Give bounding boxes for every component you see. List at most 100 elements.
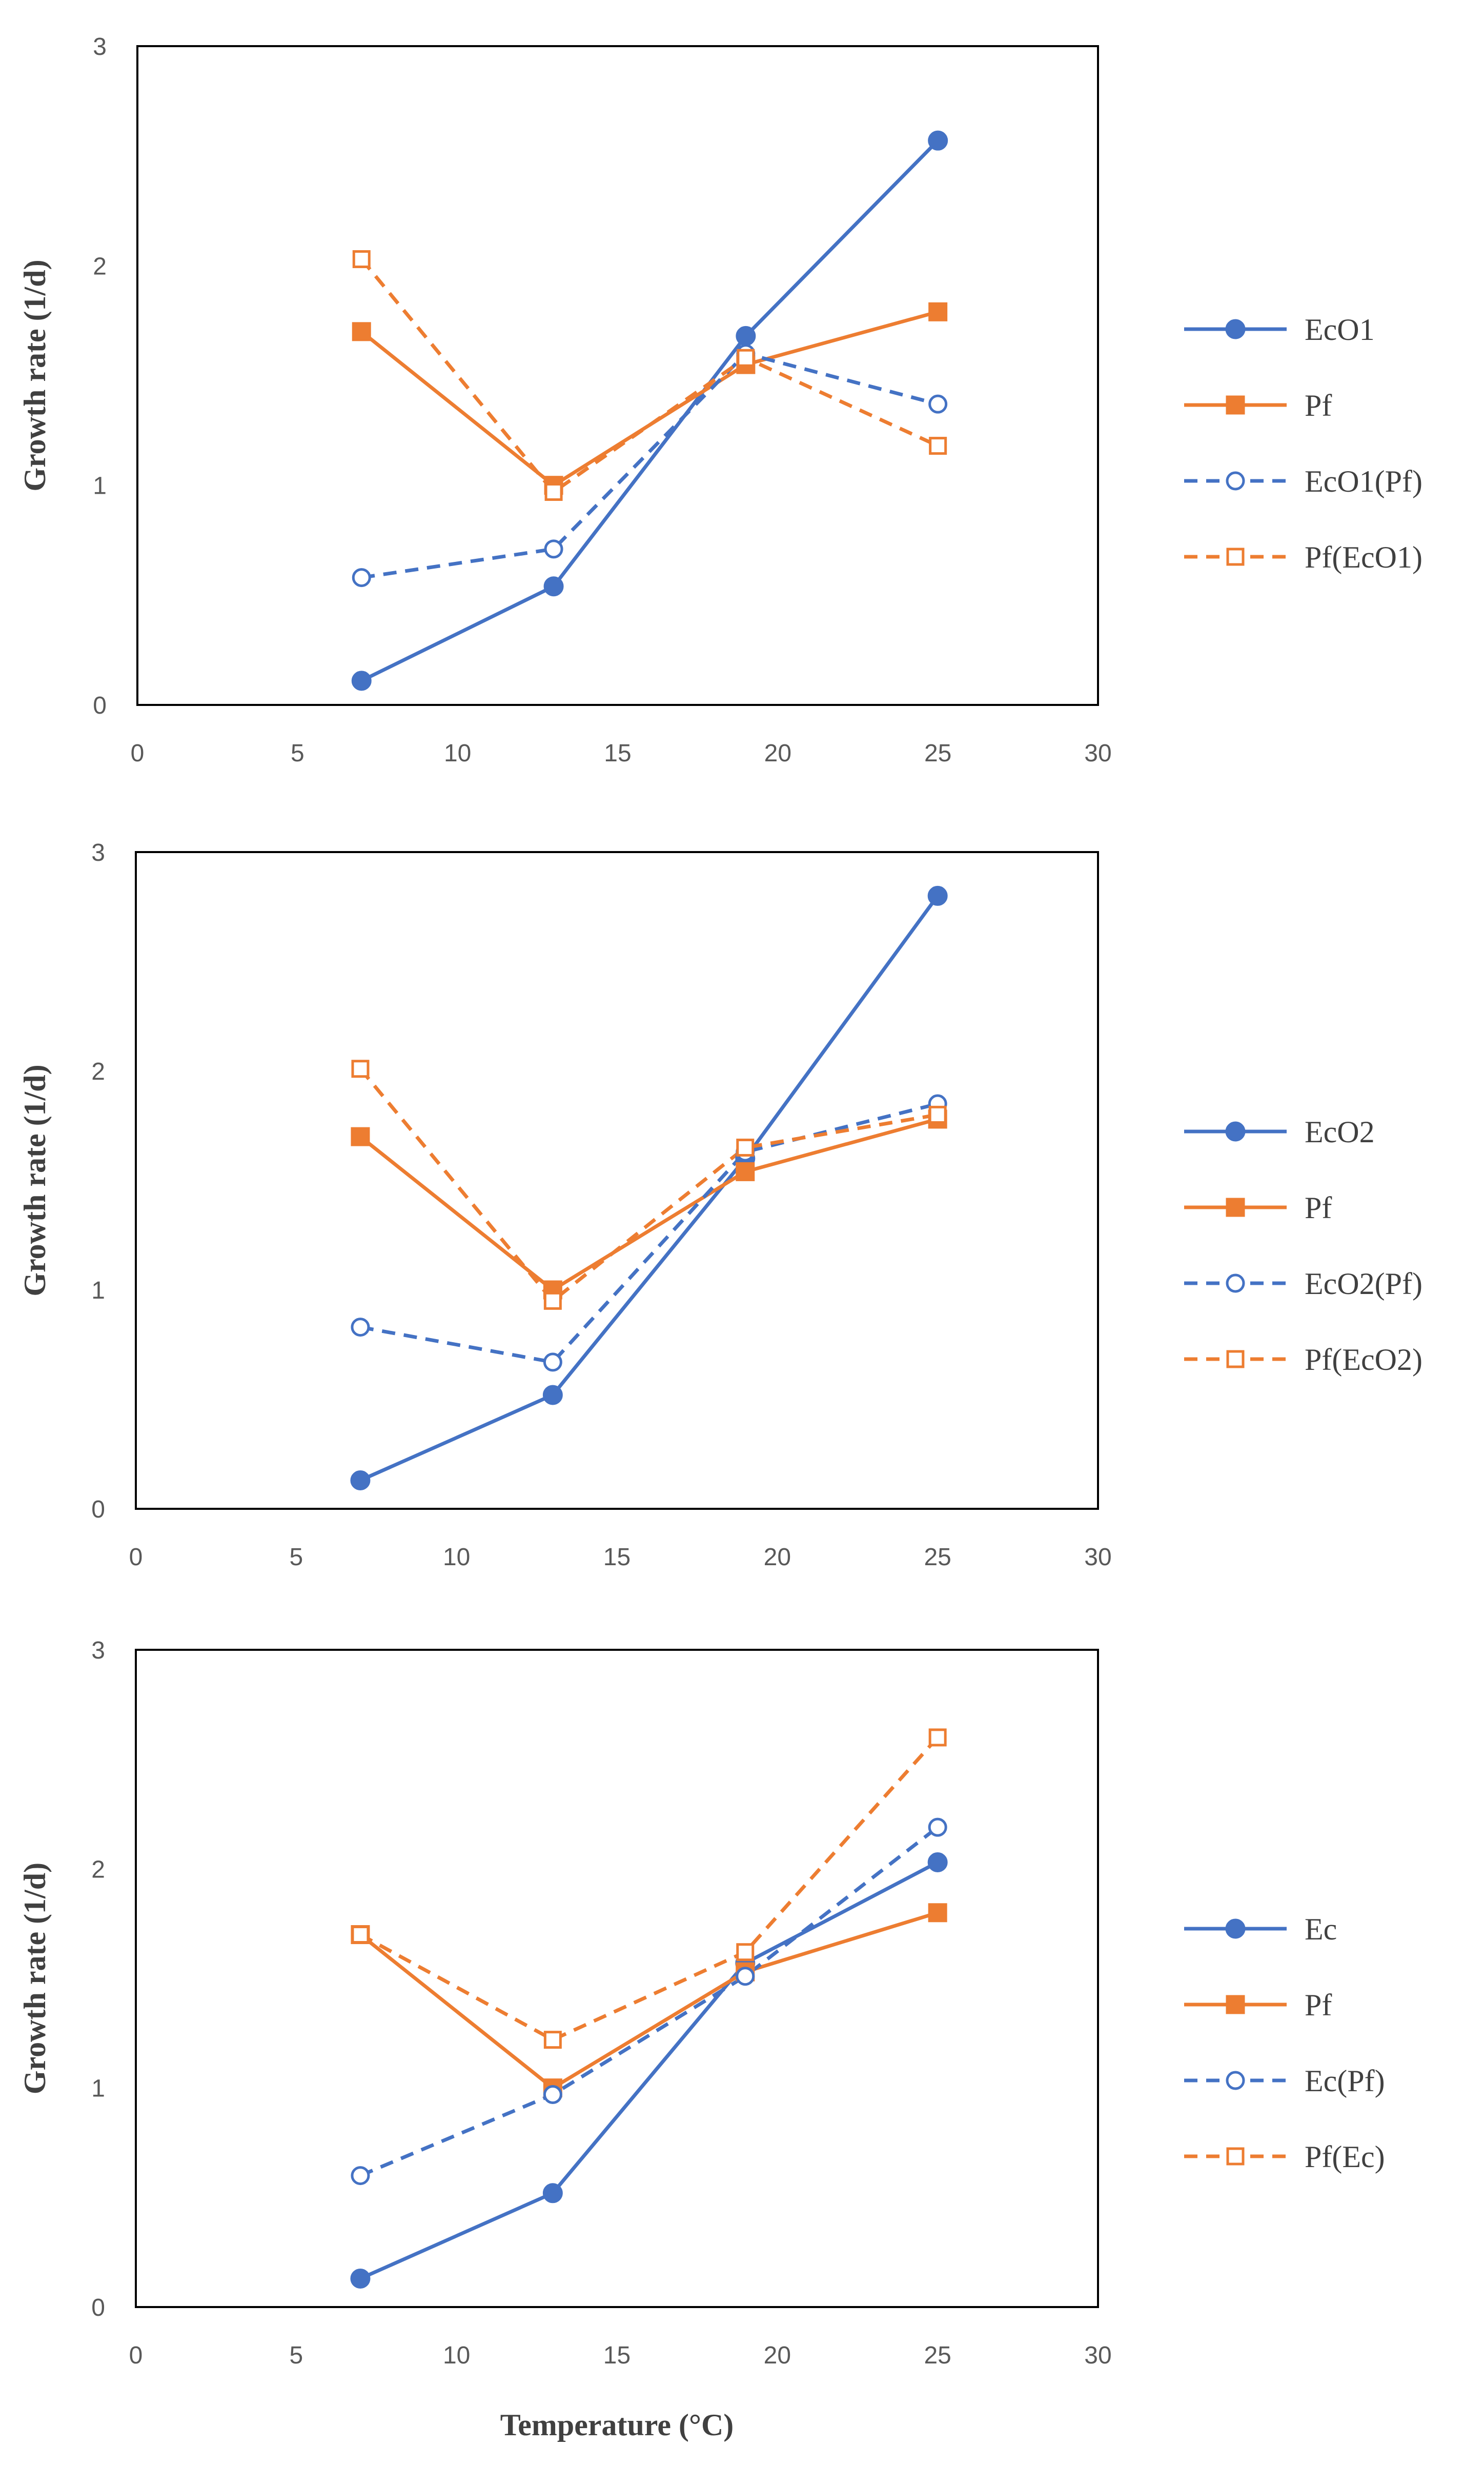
data-point-Pf(Ec) <box>351 1926 370 1944</box>
data-point-Ec(Pf) <box>351 2166 370 2186</box>
legend-marker-EcO2(Pf) <box>1226 1273 1245 1293</box>
data-point-Pf(Ec) <box>543 2031 562 2049</box>
y-tick-label: 0 <box>93 692 107 719</box>
legend-marker-EcO1(Pf) <box>1226 471 1245 491</box>
data-point-Ec <box>542 2183 563 2203</box>
legend-label: Pf(EcO1) <box>1305 540 1422 574</box>
series-line-EcO2 <box>359 895 939 1482</box>
y-tick-label: 0 <box>91 2294 105 2321</box>
legend-label: Pf(EcO2) <box>1305 1343 1422 1377</box>
y-tick-label: 3 <box>91 1637 105 1664</box>
data-point-EcO1 <box>736 326 756 346</box>
legend-marker-Pf <box>1226 1995 1245 2014</box>
x-tick-label: 5 <box>289 1544 303 1571</box>
data-point-Pf <box>352 322 371 341</box>
x-tick-label: 10 <box>443 2342 470 2369</box>
data-point-Pf <box>351 1127 370 1146</box>
y-tick-label: 0 <box>91 1496 105 1523</box>
data-point-EcO1 <box>543 576 564 597</box>
data-point-Pf(EcO2) <box>351 1060 370 1078</box>
x-tick-label: 30 <box>1084 1544 1111 1571</box>
legend-label: Pf <box>1305 1988 1332 2022</box>
x-tick-label: 0 <box>131 740 145 767</box>
x-tick-label: 5 <box>289 2342 303 2369</box>
x-tick-label: 30 <box>1084 740 1111 767</box>
y-tick-label: 2 <box>93 253 107 280</box>
x-axis-label: Temperature (°C) <box>501 806 735 840</box>
legend-marker-Pf <box>1226 1198 1245 1217</box>
legend-marker-Pf <box>1226 395 1245 415</box>
x-axis-label: Temperature (°C) <box>500 1610 734 1644</box>
legend: EcO1 Pf EcO1(Pf) Pf(EcO1) <box>1184 313 1422 574</box>
series-line-Pf(EcO2) <box>359 1067 938 1303</box>
y-tick-label: 2 <box>91 1856 105 1883</box>
series-line-Ec <box>359 1861 939 2280</box>
x-tick-label: 20 <box>764 1544 791 1571</box>
data-point-Pf(EcO1) <box>544 483 563 501</box>
data-point-Ec(Pf) <box>736 1967 755 1986</box>
series-line-Pf(Ec) <box>359 1736 939 2042</box>
y-tick-label: 3 <box>91 839 105 866</box>
legend-marker-Ec(Pf) <box>1226 2071 1245 2090</box>
data-point-Pf <box>736 1162 755 1181</box>
legend: Ec Pf Ec(Pf) Pf(Ec) <box>1184 1912 1385 2174</box>
x-tick-label: 15 <box>603 2342 631 2369</box>
data-point-Ec(Pf) <box>543 2085 562 2104</box>
data-point-EcO1(Pf) <box>544 539 563 559</box>
legend-marker-EcO1 <box>1225 319 1246 339</box>
y-tick-label: 1 <box>91 1277 105 1304</box>
y-tick-label: 1 <box>93 473 107 500</box>
legend-marker-Ec <box>1225 1918 1246 1939</box>
data-point-Pf(EcO2) <box>928 1105 947 1124</box>
plot-frame <box>135 851 1099 1510</box>
legend: EcO2 Pf EcO2(Pf) Pf(EcO2) <box>1184 1115 1422 1377</box>
x-tick-label: 30 <box>1084 2342 1111 2369</box>
legend-label: Pf <box>1305 1191 1332 1225</box>
x-tick-label: 10 <box>444 740 471 767</box>
data-point-Pf(Ec) <box>928 1728 947 1747</box>
x-tick-label: 25 <box>924 1544 951 1571</box>
data-point-Pf <box>928 302 948 321</box>
y-axis-label: Growth rate (1/d) <box>18 1064 52 1296</box>
series-line-Pf <box>359 1911 939 2090</box>
data-point-EcO2 <box>350 1470 371 1490</box>
x-tick-label: 20 <box>764 2342 791 2369</box>
y-tick-label: 3 <box>93 33 107 60</box>
data-point-Pf(EcO2) <box>543 1291 562 1310</box>
data-point-Ec <box>350 2268 371 2289</box>
series-line-EcO1 <box>360 139 940 683</box>
legend-label: EcO2 <box>1305 1115 1375 1149</box>
data-point-EcO1(Pf) <box>928 394 948 414</box>
data-point-EcO2 <box>542 1385 563 1405</box>
plot-frame <box>136 45 1099 706</box>
data-point-Pf(Ec) <box>736 1943 755 1962</box>
data-point-Ec <box>927 1852 948 1873</box>
chart-2: 0 5 10 15 20 25 30 0 1 2 3 Growth rate (1/d) Tempera… <box>18 839 1422 1644</box>
data-point-EcO1(Pf) <box>352 568 371 588</box>
legend-label: Pf(Ec) <box>1305 2140 1385 2174</box>
plot-frame <box>135 1649 1099 2308</box>
legend-marker-EcO2 <box>1225 1121 1246 1142</box>
legend-label: Pf <box>1305 389 1332 422</box>
data-point-Pf <box>928 1903 947 1923</box>
y-tick-label: 1 <box>91 2075 105 2102</box>
y-tick-label: 2 <box>91 1058 105 1085</box>
series-line-EcO2(Pf) <box>360 1102 939 1364</box>
data-point-Pf(EcO1) <box>929 437 947 455</box>
legend-label: EcO2(Pf) <box>1305 1267 1422 1301</box>
data-point-EcO1 <box>351 671 372 691</box>
data-point-Pf(EcO1) <box>737 349 755 367</box>
data-point-Pf(EcO2) <box>736 1138 755 1157</box>
data-point-EcO2(Pf) <box>543 1352 562 1372</box>
data-point-Ec(Pf) <box>928 1817 947 1837</box>
y-axis-label: Growth rate (1/d) <box>18 1863 52 2094</box>
data-point-Pf(EcO1) <box>352 250 371 268</box>
x-tick-label: 5 <box>291 740 304 767</box>
x-tick-label: 0 <box>129 2342 143 2369</box>
legend-marker-Pf(EcO2) <box>1226 1350 1245 1368</box>
series-line-Pf(EcO1) <box>360 258 939 494</box>
legend-label: Ec <box>1305 1912 1337 1946</box>
series-line-Ec(Pf) <box>359 1826 939 2177</box>
data-point-EcO2 <box>927 885 948 906</box>
